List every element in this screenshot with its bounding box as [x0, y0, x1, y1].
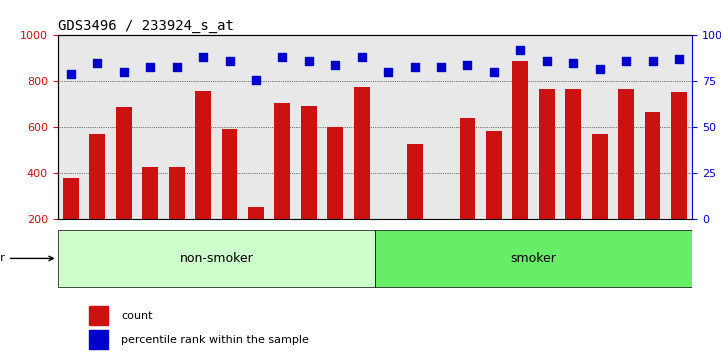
Text: other: other [0, 253, 53, 263]
Point [647, 58, 658, 64]
Bar [671, 92, 687, 266]
Bar [63, 178, 79, 266]
Point [673, 57, 685, 62]
Bar [354, 87, 370, 266]
Point [409, 64, 420, 69]
Bar [327, 127, 343, 266]
Bar [169, 166, 185, 266]
Bar [539, 90, 554, 266]
Bar [142, 166, 158, 266]
Bar [486, 131, 502, 266]
FancyBboxPatch shape [375, 230, 692, 287]
Text: count: count [121, 311, 153, 321]
FancyBboxPatch shape [58, 230, 375, 287]
Bar [618, 90, 634, 266]
Bar [459, 118, 475, 266]
Bar [221, 129, 237, 266]
Bar [380, 219, 396, 266]
Bar [116, 107, 132, 266]
Point [541, 58, 552, 64]
Bar [407, 143, 423, 266]
Point [329, 62, 341, 68]
Point [594, 66, 606, 72]
Point [435, 64, 447, 69]
Text: non-smoker: non-smoker [180, 252, 253, 265]
Bar [301, 105, 317, 266]
Bar [248, 207, 264, 266]
Bar [645, 113, 660, 266]
Point [92, 60, 103, 66]
Bar [513, 61, 528, 266]
Bar [195, 91, 211, 266]
Bar [565, 90, 581, 266]
Point [488, 69, 500, 75]
Text: smoker: smoker [510, 252, 557, 265]
Bar [89, 306, 108, 325]
Point [65, 71, 76, 77]
Point [515, 47, 526, 53]
Point [171, 64, 182, 69]
Point [144, 64, 156, 69]
Bar [89, 330, 108, 349]
Bar [275, 103, 291, 266]
Point [250, 77, 262, 82]
Bar [433, 219, 449, 266]
Point [461, 62, 473, 68]
Text: GDS3496 / 233924_s_at: GDS3496 / 233924_s_at [58, 19, 234, 33]
Point [198, 55, 209, 60]
Bar [89, 134, 105, 266]
Point [277, 55, 288, 60]
Point [382, 69, 394, 75]
Point [303, 58, 314, 64]
Point [224, 58, 235, 64]
Point [620, 58, 632, 64]
Point [118, 69, 130, 75]
Point [567, 60, 579, 66]
Point [356, 55, 368, 60]
Text: percentile rank within the sample: percentile rank within the sample [121, 335, 309, 345]
Bar [592, 134, 608, 266]
